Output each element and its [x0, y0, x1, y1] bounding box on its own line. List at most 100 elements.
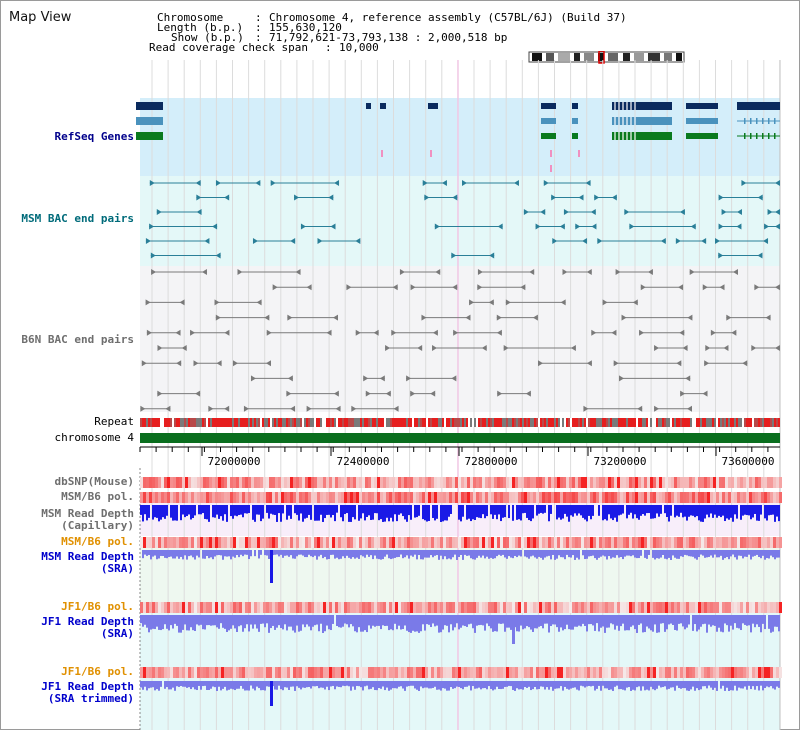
jf1-sra-depth-bar: [294, 615, 296, 633]
jf1-sra-depth-bar: [432, 615, 434, 624]
b6n-bac-track[interactable]: [140, 269, 780, 412]
msm-capillary-depth-bar: [198, 505, 200, 515]
jf1-b6-pol-2-cell: [485, 667, 488, 678]
dbsnp-cell: [710, 477, 713, 488]
msm-capillary-depth-bar: [718, 505, 720, 516]
msm-capillary-depth-bar: [612, 505, 614, 521]
repeat-cell: [160, 418, 162, 427]
b6n-bac-end: [432, 329, 438, 336]
jf1-trim-depth-bar: [176, 681, 178, 687]
jf1-sra-depth-bar: [448, 615, 450, 633]
repeat-cell: [550, 418, 552, 427]
msm-bac-track[interactable]: [145, 180, 780, 259]
gene-intron-mark: [622, 117, 624, 125]
msm-sra-depth-bar: [422, 550, 424, 560]
msm-bac-end: [513, 180, 519, 186]
jf1-trim-depth-bar: [528, 681, 530, 687]
jf1-b6-pol-cell: [260, 602, 263, 613]
jf1-sra-depth-bar: [576, 615, 578, 627]
msm-b6-pol-cell: [173, 492, 176, 503]
track-label-jf1-b6-pol[interactable]: JF1/B6 pol.: [61, 600, 134, 613]
jf1-sra-depth-bar: [768, 615, 770, 629]
msm-capillary-depth-bar: [272, 505, 274, 515]
repeat-cell: [426, 418, 428, 427]
track-label-refseq[interactable]: RefSeq Genes: [54, 130, 134, 143]
track-label-dbsnp[interactable]: dbSNP(Mouse): [54, 475, 134, 488]
jf1-sra-depth-bar: [228, 615, 230, 631]
msm-bac-end: [523, 209, 529, 215]
jf1-b6-pol-2-cell: [266, 667, 269, 678]
msm-sra-depth-bar: [324, 550, 326, 557]
jf1-b6-pol-cell: [446, 602, 449, 613]
track-label-b6n-bac[interactable]: B6N BAC end pairs: [21, 333, 134, 346]
msm-b6-pol-2-cell: [758, 537, 761, 548]
jf1-trim-depth-bar: [444, 681, 446, 689]
msm-bac-end: [328, 194, 334, 201]
msm-b6-pol-cell: [155, 492, 158, 503]
track-label-msm-read-depth-cap[interactable]: MSM Read Depth: [41, 507, 134, 520]
track-label-msm-b6-pol-2[interactable]: MSM/B6 pol.: [61, 535, 134, 548]
jf1-b6-pol-cell: [599, 602, 602, 613]
msm-sra-depth-bar: [368, 550, 370, 557]
msm-b6-pol-2-cell: [437, 537, 440, 548]
jf1-trim-depth-bar: [716, 681, 718, 691]
msm-b6-pol-2-cell: [692, 537, 695, 548]
msm-sra-depth-bar: [194, 550, 196, 560]
track-label-jf1-read-depth-sra[interactable]: JF1 Read Depth: [41, 615, 134, 628]
jf1-b6-pol-2-cell: [758, 667, 761, 678]
msm-b6-pol-cell: [443, 492, 446, 503]
msm-sra-depth-bar: [264, 550, 266, 556]
msm-capillary-depth-bar: [206, 505, 208, 520]
jf1-sra-depth-bar: [262, 615, 264, 624]
jf1-trim-depth-bar: [572, 681, 574, 688]
jf1-trim-depth-bar: [680, 681, 682, 689]
msm-b6-pol-cell: [527, 492, 530, 503]
jf1-b6-pol-cell: [275, 602, 278, 613]
msm-capillary-depth-bar: [444, 505, 446, 521]
repeat-cell: [278, 418, 280, 427]
track-label-msm-read-depth-sra[interactable]: MSM Read Depth: [41, 550, 134, 563]
jf1-b6-pol-2-cell: [563, 667, 566, 678]
track-label-msm-b6-pol[interactable]: MSM/B6 pol.: [61, 490, 134, 503]
dbsnp-cell: [353, 477, 356, 488]
repeat-cell: [348, 418, 350, 427]
msm-b6-pol-2-cell: [260, 537, 263, 548]
jf1-b6-pol-2-cell: [374, 667, 377, 678]
repeat-cell: [358, 418, 360, 427]
chromosome-ideogram[interactable]: [528, 51, 688, 65]
msm-b6-pol-2-cell: [497, 537, 500, 548]
track-label-msm-bac[interactable]: MSM BAC end pairs: [21, 212, 134, 225]
gene-block: [686, 133, 718, 139]
msm-capillary-depth-bar: [406, 505, 408, 522]
refseq-gene-track[interactable]: [136, 102, 780, 172]
msm-b6-pol-2-cell: [530, 537, 533, 548]
jf1-b6-pol-2-cell: [632, 667, 635, 678]
jf1-b6-pol-cell: [539, 602, 542, 613]
jf1-b6-pol-cell: [263, 602, 266, 613]
repeat-cell: [330, 418, 332, 427]
msm-b6-pol-cell: [464, 492, 467, 503]
jf1-b6-pol-2-cell: [518, 667, 521, 678]
repeat-cell: [206, 418, 208, 427]
dbsnp-cell: [431, 477, 434, 488]
msm-b6-pol-cell: [323, 492, 326, 503]
msm-capillary-depth-bar: [526, 505, 528, 518]
msm-sra-depth-bar: [458, 550, 460, 557]
dbsnp-cell: [281, 477, 284, 488]
msm-b6-pol-2-cell: [371, 537, 374, 548]
track-label-jf1-read-depth-trim[interactable]: JF1 Read Depth: [41, 680, 134, 693]
msm-b6-pol-cell: [224, 492, 227, 503]
msm-sra-depth-bar: [638, 550, 640, 559]
msm-b6-pol-2-cell: [296, 537, 299, 548]
jf1-sra-depth-bar: [492, 615, 494, 632]
jf1-trim-depth-bar: [426, 681, 428, 688]
msm-b6-pol-cell: [188, 492, 191, 503]
jf1-b6-pol-cell: [533, 602, 536, 613]
msm-b6-pol-cell: [386, 492, 389, 503]
msm-bac-end: [559, 223, 565, 230]
b6n-bac-end: [726, 314, 732, 321]
track-label-jf1-b6-pol-2[interactable]: JF1/B6 pol.: [61, 665, 134, 678]
msm-b6-pol-cell: [293, 492, 296, 503]
dbsnp-cell: [413, 477, 416, 488]
